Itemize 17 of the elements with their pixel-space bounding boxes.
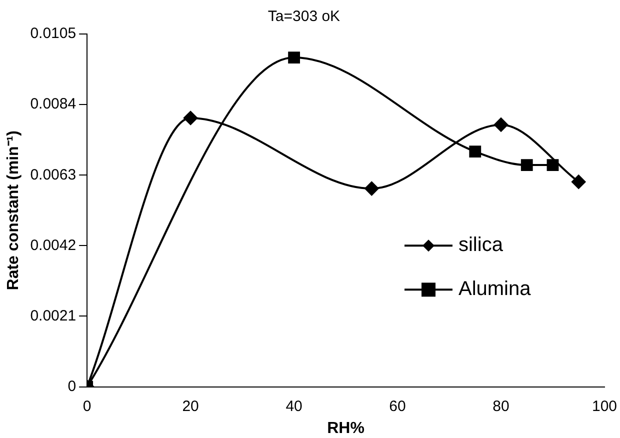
y-tick-label: 0.0063: [30, 166, 76, 184]
x-axis-title: RH%: [327, 420, 364, 437]
chart-title: Ta=303 oK: [268, 8, 340, 26]
x-tick-label: 60: [389, 398, 406, 415]
y-tick-label: 0: [68, 378, 76, 395]
y-tick-label: 0.0084: [30, 96, 76, 113]
x-tick-label: 0: [82, 398, 92, 415]
y-tick-label: 0.0105: [30, 25, 76, 42]
y-axis-title: Rate constant (min⁻¹): [5, 130, 22, 290]
legend-label: Alumina: [458, 278, 532, 300]
x-tick-label: 80: [492, 398, 510, 415]
x-tick-label: 100: [592, 398, 617, 415]
y-tick-label: 0.0021: [30, 307, 76, 324]
x-tick-label: 40: [286, 398, 302, 415]
y-tick-label: 0.0042: [30, 236, 76, 254]
legend-label: silica: [458, 234, 504, 256]
x-tick-label: 20: [182, 398, 199, 415]
